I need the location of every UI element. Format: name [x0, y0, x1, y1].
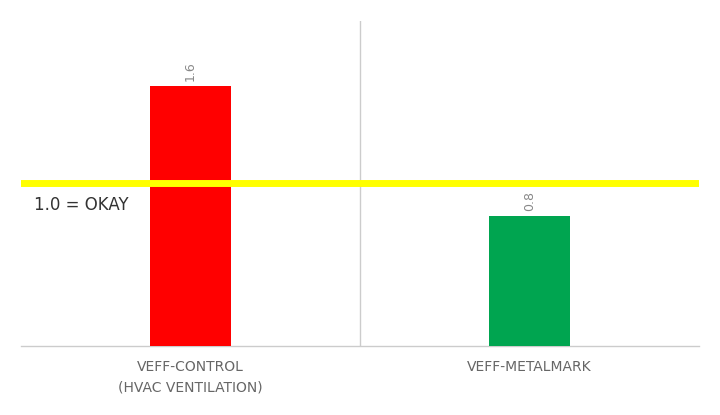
Bar — [489, 216, 570, 346]
Bar — [150, 86, 231, 346]
Text: 1.6: 1.6 — [184, 61, 197, 81]
Text: 1.0 = OKAY: 1.0 = OKAY — [35, 196, 129, 214]
Text: 0.8: 0.8 — [523, 191, 536, 211]
